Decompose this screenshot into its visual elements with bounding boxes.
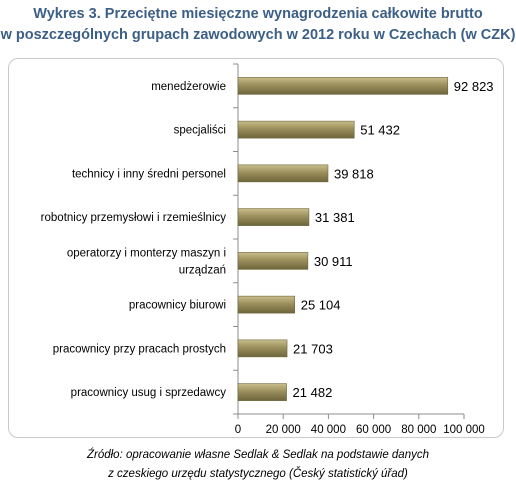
category-label: pracownicy przy pracach prostych (53, 343, 226, 355)
bar (237, 339, 288, 358)
x-tick-label: 40 000 (311, 424, 346, 436)
category-label: menedżerowie (151, 81, 226, 93)
x-tick-label: 20 000 (266, 424, 301, 436)
category-label: urządzań (179, 264, 226, 276)
source-note: Źródło: opracowanie własne Sedlak & Sedl… (0, 446, 516, 484)
bar (237, 295, 296, 314)
x-tick-label: 60 000 (356, 424, 391, 436)
x-tick-label: 0 (235, 424, 241, 436)
bar (237, 383, 287, 401)
category-label: pracownicy biurowi (129, 300, 226, 312)
data-label: 51 432 (360, 123, 400, 138)
source-note-line-1: Źródło: opracowanie własne Sedlak & Sedl… (86, 449, 429, 461)
bar (237, 120, 355, 139)
data-label: 39 818 (334, 166, 374, 181)
chart-title-line-2: w poszczególnych grupach zawodowych w 20… (0, 27, 516, 43)
data-label: 31 381 (315, 210, 355, 225)
category-label: specjaliści (174, 125, 226, 137)
bar (237, 164, 329, 183)
category-label: pracownicy usug i sprzedawcy (71, 387, 227, 399)
data-label: 30 911 (314, 254, 353, 269)
chart-title-line-1: Wykres 3. Przeciętne miesięczne wynagrod… (33, 6, 483, 22)
bar (237, 77, 449, 95)
category-label: technicy i inny średni personel (72, 168, 226, 180)
category-label: operatorzy i monterzy maszyn i (67, 247, 226, 259)
source-note-line-2: z czeskiego urzędu statystycznego (Český… (108, 468, 408, 480)
data-label: 92 823 (454, 79, 494, 94)
x-tick-label: 100 000 (443, 424, 485, 436)
data-label: 21 703 (293, 341, 333, 356)
chart-title: Wykres 3. Przeciętne miesięczne wynagrod… (0, 4, 516, 46)
x-tick-label: 80 000 (401, 424, 436, 436)
bar (237, 208, 310, 226)
data-label: 21 482 (293, 385, 333, 400)
category-label: robotnicy przemysłowi i rzemieślnicy (41, 212, 227, 224)
bar (237, 252, 309, 270)
data-label: 25 104 (301, 298, 341, 313)
